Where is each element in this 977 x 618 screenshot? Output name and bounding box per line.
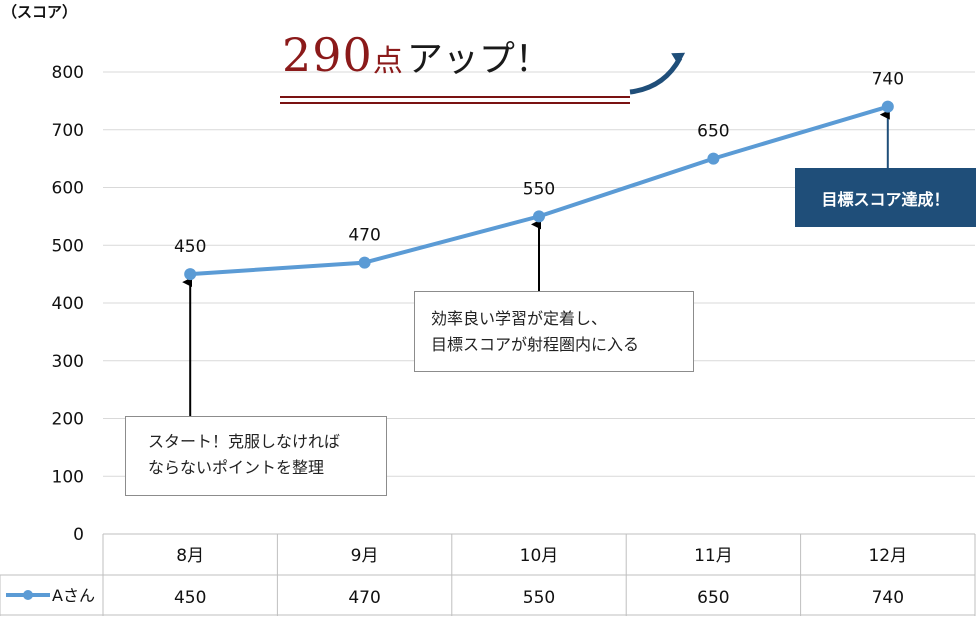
headline-underline xyxy=(280,102,630,104)
x-category-label: 10月 xyxy=(520,546,559,566)
y-tick-label: 800 xyxy=(52,63,84,83)
data-label: 740 xyxy=(872,70,904,90)
headline-text: アップ！ xyxy=(406,39,551,80)
callout-progress-line: 効率良い学習が定着し、 xyxy=(431,309,608,328)
data-point xyxy=(358,256,371,269)
x-category-label: 12月 xyxy=(868,546,907,566)
legend-marker xyxy=(23,590,33,600)
goal-badge: 目標スコア達成！ xyxy=(795,168,976,227)
callout-progress-line: 目標スコアが射程圏内に入る xyxy=(431,335,640,354)
data-label: 650 xyxy=(697,122,729,142)
data-label: 450 xyxy=(174,237,206,257)
x-category-label: 8月 xyxy=(176,546,204,566)
y-tick-label: 100 xyxy=(52,467,84,487)
table-value-cell: 450 xyxy=(174,588,206,608)
y-tick-label: 200 xyxy=(52,410,84,430)
y-tick-label: 500 xyxy=(52,236,84,256)
data-point xyxy=(707,152,720,165)
data-label: 470 xyxy=(348,226,380,246)
y-tick-label: 0 xyxy=(73,525,84,545)
headline-number: 290 xyxy=(282,28,373,82)
callout-start: スタート！克服しなければ ならないポイントを整理 xyxy=(125,416,387,496)
data-label: 550 xyxy=(523,179,555,199)
callout-progress: 効率良い学習が定着し、 目標スコアが射程圏内に入る xyxy=(414,291,694,372)
y-tick-label: 300 xyxy=(52,352,84,372)
data-point xyxy=(184,268,197,281)
callout-start-line: スタート！克服しなければ xyxy=(148,432,341,451)
data-point xyxy=(881,100,894,113)
headline-underline xyxy=(280,96,630,98)
x-category-label: 9月 xyxy=(351,546,379,566)
table-value-cell: 740 xyxy=(872,588,904,608)
table-value-cell: 550 xyxy=(523,588,555,608)
y-tick-label: 700 xyxy=(52,121,84,141)
table-value-cell: 650 xyxy=(697,588,729,608)
data-point xyxy=(533,210,545,223)
y-tick-label: 400 xyxy=(52,294,84,314)
y-tick-label: 600 xyxy=(52,179,84,199)
table-value-cell: 470 xyxy=(348,588,380,608)
x-category-label: 11月 xyxy=(694,546,733,566)
legend-label: Aさん xyxy=(52,586,95,605)
headline: 290点 アップ！ xyxy=(282,28,551,92)
trend-arrow-icon xyxy=(629,52,686,95)
y-axis-label: （スコア） xyxy=(2,3,77,21)
callout-start-line: ならないポイントを整理 xyxy=(148,458,325,477)
headline-unit: 点 xyxy=(372,44,403,79)
